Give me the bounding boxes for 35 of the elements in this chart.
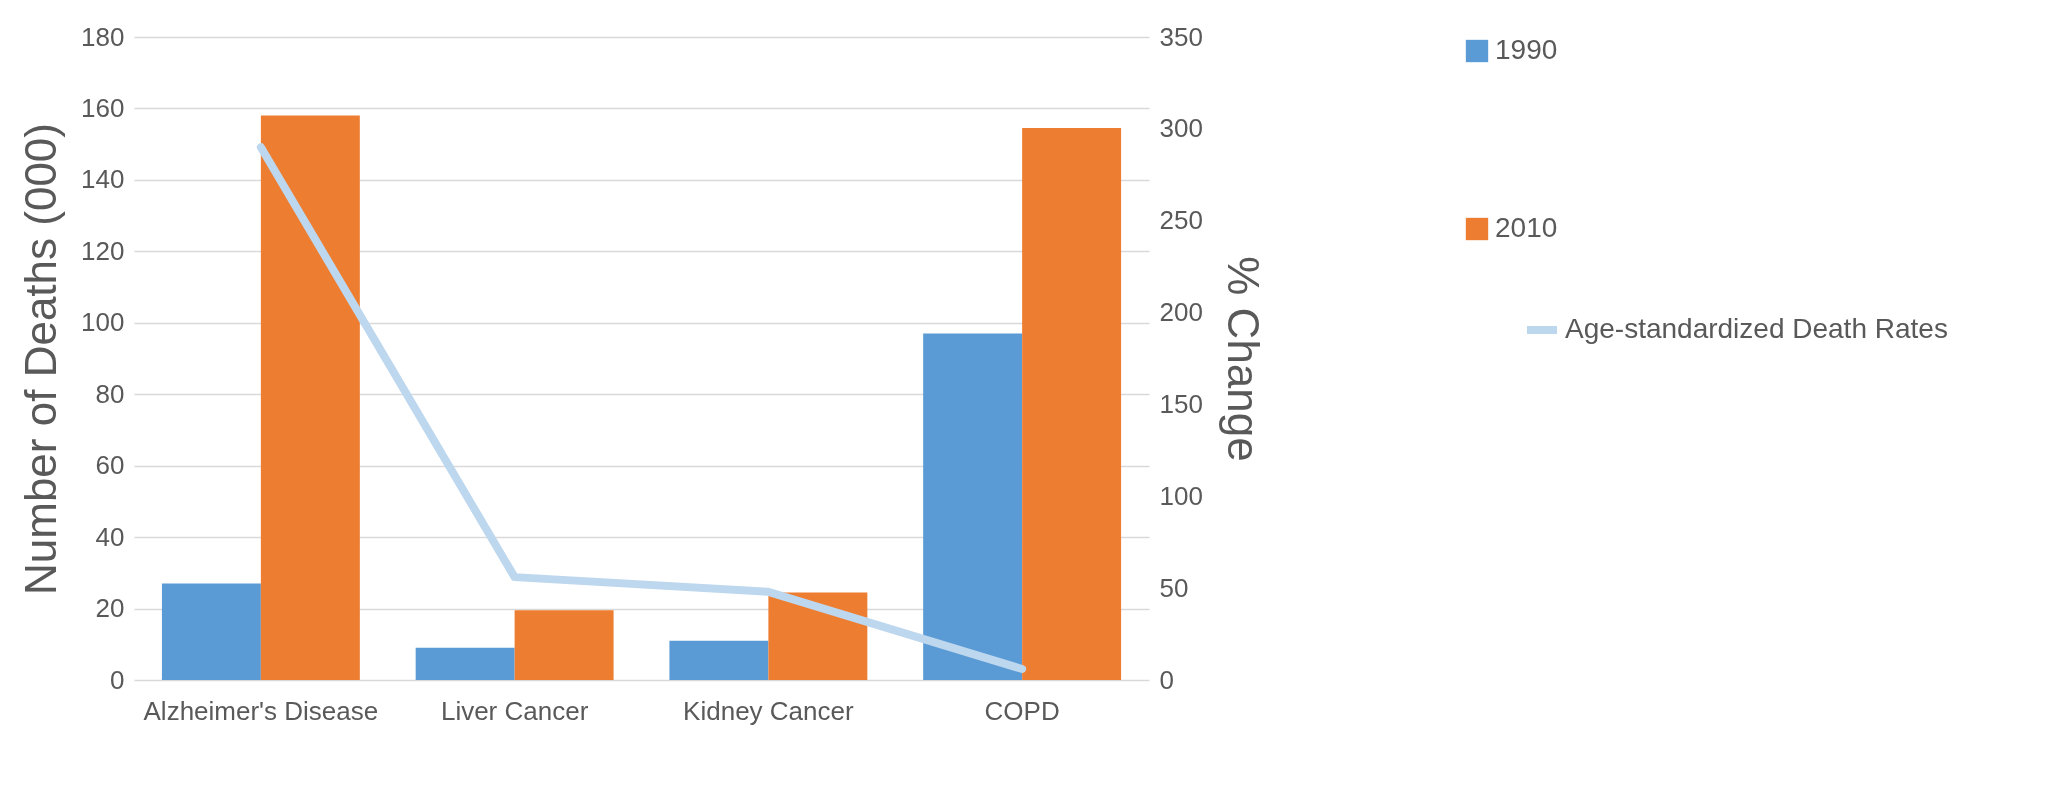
legend-label: 2010 xyxy=(1495,212,1558,243)
bar xyxy=(514,610,614,680)
legend-label: Age-standardized Death Rates xyxy=(1565,313,1948,344)
y2-tick-label: 150 xyxy=(1159,388,1203,419)
y-tick-label: 120 xyxy=(81,235,125,266)
y-axis-title: Number of Deaths (000) xyxy=(16,123,66,595)
bar xyxy=(260,115,360,680)
y2-tick-label: 50 xyxy=(1159,572,1189,603)
y-tick-label: 60 xyxy=(95,450,125,481)
y2-tick-label: 250 xyxy=(1159,205,1203,236)
y-tick-label: 180 xyxy=(81,21,125,52)
y-tick-label: 80 xyxy=(95,378,125,409)
x-tick-label: COPD xyxy=(984,695,1060,726)
y2-tick-label: 200 xyxy=(1159,297,1203,328)
y-tick-label: 160 xyxy=(81,92,125,123)
bar xyxy=(415,647,515,680)
y-tick-label: 20 xyxy=(95,593,125,624)
y-tick-label: 0 xyxy=(110,664,125,695)
x-tick-label: Liver Cancer xyxy=(440,695,589,726)
bar xyxy=(923,333,1023,680)
bar xyxy=(669,640,769,680)
y-tick-label: 40 xyxy=(95,521,125,552)
y2-tick-label: 100 xyxy=(1159,480,1203,511)
bar xyxy=(1022,128,1122,680)
bar xyxy=(768,592,868,680)
y2-axis-title: % Change xyxy=(1218,256,1268,462)
y2-tick-label: 0 xyxy=(1159,664,1174,695)
y-tick-label: 140 xyxy=(81,164,125,195)
y2-tick-label: 350 xyxy=(1159,21,1203,52)
y-tick-label: 100 xyxy=(81,307,125,338)
bar xyxy=(161,583,261,680)
y2-tick-label: 300 xyxy=(1159,113,1203,144)
x-tick-label: Alzheimer's Disease xyxy=(143,695,379,726)
legend-label: 1990 xyxy=(1495,34,1558,65)
x-tick-label: Kidney Cancer xyxy=(683,695,854,726)
